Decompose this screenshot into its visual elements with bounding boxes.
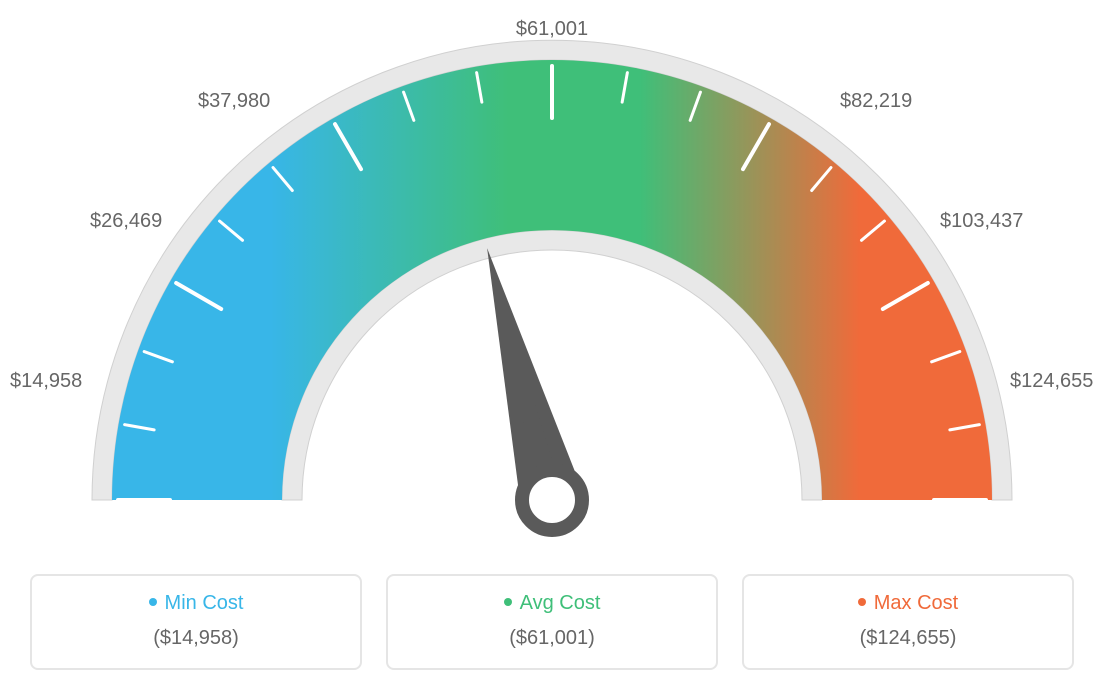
legend-min-value: ($14,958) bbox=[32, 627, 360, 650]
legend-max-card: Max Cost ($124,655) bbox=[742, 574, 1074, 670]
gauge-tick-label: $26,469 bbox=[90, 210, 162, 233]
dot-icon bbox=[858, 598, 866, 606]
legend-avg-value: ($61,001) bbox=[388, 627, 716, 650]
legend-min-card: Min Cost ($14,958) bbox=[30, 574, 362, 670]
gauge-tick-label: $103,437 bbox=[940, 210, 1023, 233]
gauge-tick-label: $61,001 bbox=[516, 18, 588, 41]
gauge-tick-label: $37,980 bbox=[198, 90, 270, 113]
gauge-tick-label: $14,958 bbox=[10, 370, 82, 393]
dot-icon bbox=[504, 598, 512, 606]
legend-max-title: Max Cost bbox=[874, 592, 958, 614]
cost-gauge: $14,958 $26,469 $37,980 $61,001 $82,219 $103,… bbox=[0, 0, 1104, 560]
dot-icon bbox=[149, 598, 157, 606]
legend-avg-card: Avg Cost ($61,001) bbox=[386, 574, 718, 670]
legend-max-value: ($124,655) bbox=[744, 627, 1072, 650]
legend-avg-title: Avg Cost bbox=[520, 592, 601, 614]
gauge-tick-label: $124,655 bbox=[1010, 370, 1093, 393]
gauge-tick-label: $82,219 bbox=[840, 90, 912, 113]
legend-row: Min Cost ($14,958) Avg Cost ($61,001) Ma… bbox=[30, 574, 1074, 670]
legend-min-title: Min Cost bbox=[165, 592, 244, 614]
